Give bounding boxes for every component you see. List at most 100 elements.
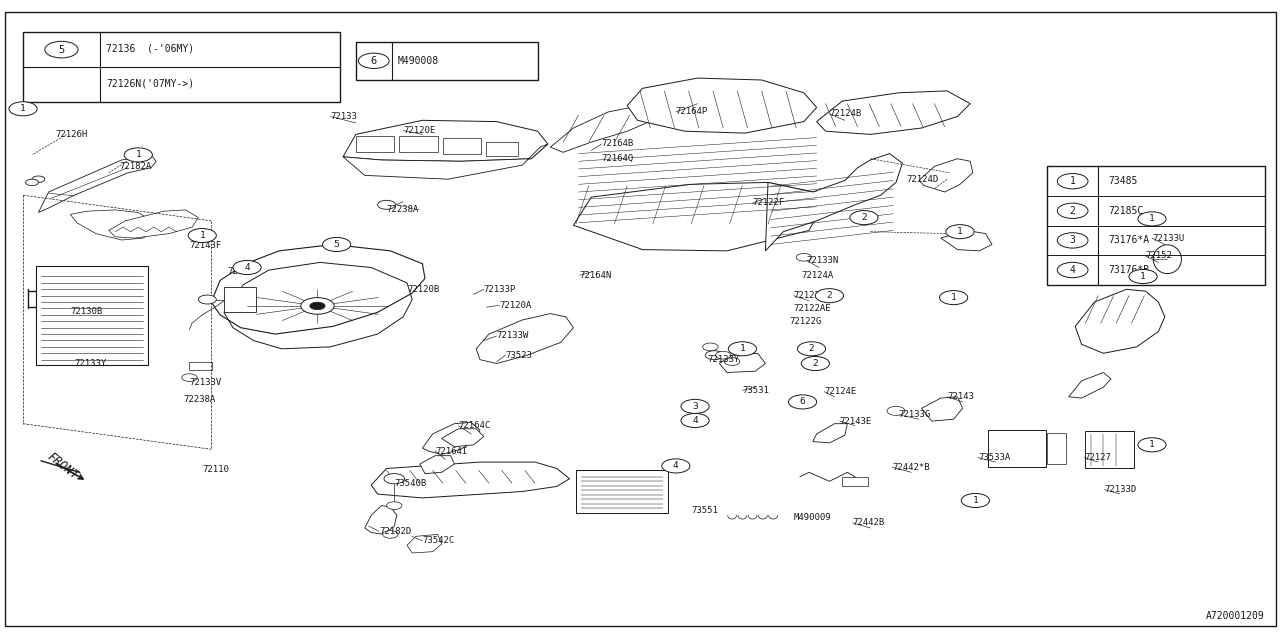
Text: 72126N('07MY->): 72126N('07MY->) [106,78,195,88]
Circle shape [182,374,197,381]
Circle shape [387,502,402,509]
Circle shape [1057,203,1088,218]
Text: 72164C: 72164C [458,421,490,430]
Text: 3: 3 [692,402,698,411]
Polygon shape [1075,289,1165,353]
Bar [486,142,518,156]
Text: 73540B: 73540B [394,479,426,488]
Circle shape [724,358,740,365]
Text: 73176*B: 73176*B [1108,265,1149,275]
Text: 72133Y: 72133Y [708,355,740,364]
Circle shape [961,493,989,508]
Circle shape [358,53,389,68]
Text: 72238A: 72238A [183,395,215,404]
Text: 72120A: 72120A [499,301,531,310]
Polygon shape [627,78,817,133]
Circle shape [796,253,812,261]
Polygon shape [813,424,847,443]
Text: 73523: 73523 [506,351,532,360]
Text: 4: 4 [1070,265,1075,275]
Text: 72164B: 72164B [602,140,634,148]
Text: 1: 1 [1140,272,1146,281]
Text: 2: 2 [809,344,814,353]
Text: 1: 1 [973,496,978,505]
Text: 73531: 73531 [742,386,769,395]
Text: 2: 2 [813,359,818,368]
Polygon shape [422,422,480,454]
Circle shape [310,302,325,310]
Text: 72120E: 72120E [403,126,435,135]
Polygon shape [476,314,573,364]
Text: 73542C: 73542C [422,536,454,545]
Text: 4: 4 [692,416,698,425]
Text: 72182A: 72182A [119,162,151,171]
Text: 72442*B: 72442*B [892,463,929,472]
Circle shape [705,351,723,360]
Text: 72182D: 72182D [379,527,411,536]
Text: 72120B: 72120B [407,285,439,294]
Text: 7212—: 7212— [228,268,255,276]
Text: 72152: 72152 [1146,252,1172,260]
Text: 72124B: 72124B [829,109,861,118]
Circle shape [940,291,968,305]
Circle shape [198,295,216,304]
Circle shape [681,399,709,413]
Circle shape [26,179,38,186]
Bar [399,136,438,152]
Text: 72164P: 72164P [676,108,708,116]
Bar [842,477,868,486]
Text: 72127: 72127 [1084,453,1111,462]
Text: 72238A: 72238A [387,205,419,214]
Text: 3: 3 [1070,236,1075,245]
Bar [443,138,481,154]
Text: 2: 2 [1070,206,1075,216]
Polygon shape [365,506,397,534]
Text: 72136  (-'06MY): 72136 (-'06MY) [106,43,195,53]
Circle shape [384,474,404,484]
Circle shape [45,41,78,58]
Text: 72133D: 72133D [1105,485,1137,494]
Text: 72133Y: 72133Y [74,359,106,368]
Text: 6: 6 [800,397,805,406]
Circle shape [188,228,216,243]
Polygon shape [224,262,412,349]
Text: 72122F: 72122F [753,198,785,207]
Circle shape [1057,173,1088,189]
Bar [576,470,668,513]
Bar [23,32,340,102]
Polygon shape [719,353,765,372]
Circle shape [1138,438,1166,452]
Bar [1085,431,1134,468]
Text: A720001209: A720001209 [1206,611,1265,621]
Text: 72124A: 72124A [801,271,833,280]
Circle shape [850,211,878,225]
Text: 72185C: 72185C [1108,206,1144,216]
Polygon shape [371,462,570,498]
Bar [224,287,256,312]
Text: 72133U: 72133U [1152,234,1184,243]
Text: 5: 5 [334,240,339,249]
Polygon shape [70,210,154,240]
Bar [356,136,394,152]
Text: 72143F: 72143F [189,241,221,250]
Polygon shape [817,91,970,134]
Polygon shape [343,120,548,161]
Text: M490008: M490008 [398,56,439,66]
Text: 1: 1 [20,104,26,113]
Circle shape [323,237,351,252]
Text: 72122AE: 72122AE [794,304,831,313]
Circle shape [9,102,37,116]
Circle shape [383,531,398,538]
Text: 72143: 72143 [947,392,974,401]
Circle shape [946,225,974,239]
Circle shape [788,395,817,409]
Text: 72164N: 72164N [580,271,612,280]
Bar [1047,166,1265,285]
Text: 72126H: 72126H [55,130,87,139]
Text: 72133W: 72133W [497,332,529,340]
Text: 1: 1 [951,293,956,302]
Circle shape [681,413,709,428]
Polygon shape [407,534,442,553]
Circle shape [1057,262,1088,278]
Polygon shape [573,182,819,251]
